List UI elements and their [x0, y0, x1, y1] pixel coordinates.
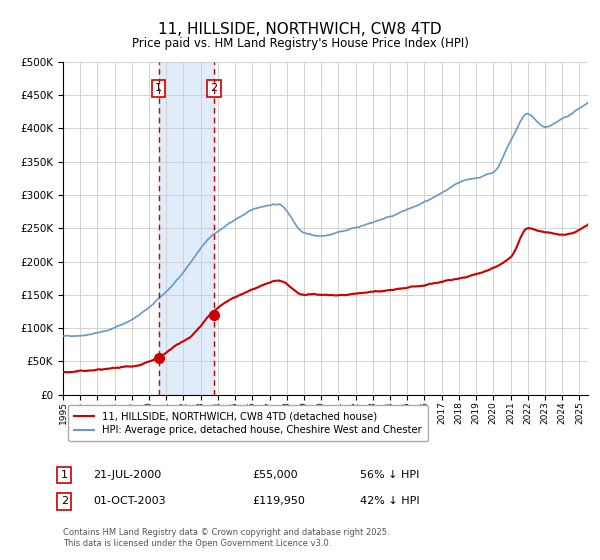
Text: 2: 2	[210, 83, 217, 94]
Text: 1: 1	[155, 83, 162, 94]
Text: Price paid vs. HM Land Registry's House Price Index (HPI): Price paid vs. HM Land Registry's House …	[131, 37, 469, 50]
Text: Contains HM Land Registry data © Crown copyright and database right 2025.
This d: Contains HM Land Registry data © Crown c…	[63, 528, 389, 548]
Legend: 11, HILLSIDE, NORTHWICH, CW8 4TD (detached house), HPI: Average price, detached : 11, HILLSIDE, NORTHWICH, CW8 4TD (detach…	[68, 405, 428, 441]
Text: 2: 2	[61, 496, 68, 506]
Text: 01-OCT-2003: 01-OCT-2003	[93, 496, 166, 506]
Text: 56% ↓ HPI: 56% ↓ HPI	[360, 470, 419, 480]
Text: 1: 1	[61, 470, 68, 480]
Text: £55,000: £55,000	[252, 470, 298, 480]
Text: 21-JUL-2000: 21-JUL-2000	[93, 470, 161, 480]
Text: 42% ↓ HPI: 42% ↓ HPI	[360, 496, 419, 506]
Text: 11, HILLSIDE, NORTHWICH, CW8 4TD: 11, HILLSIDE, NORTHWICH, CW8 4TD	[158, 22, 442, 38]
Text: £119,950: £119,950	[252, 496, 305, 506]
Bar	[158, 62, 214, 395]
